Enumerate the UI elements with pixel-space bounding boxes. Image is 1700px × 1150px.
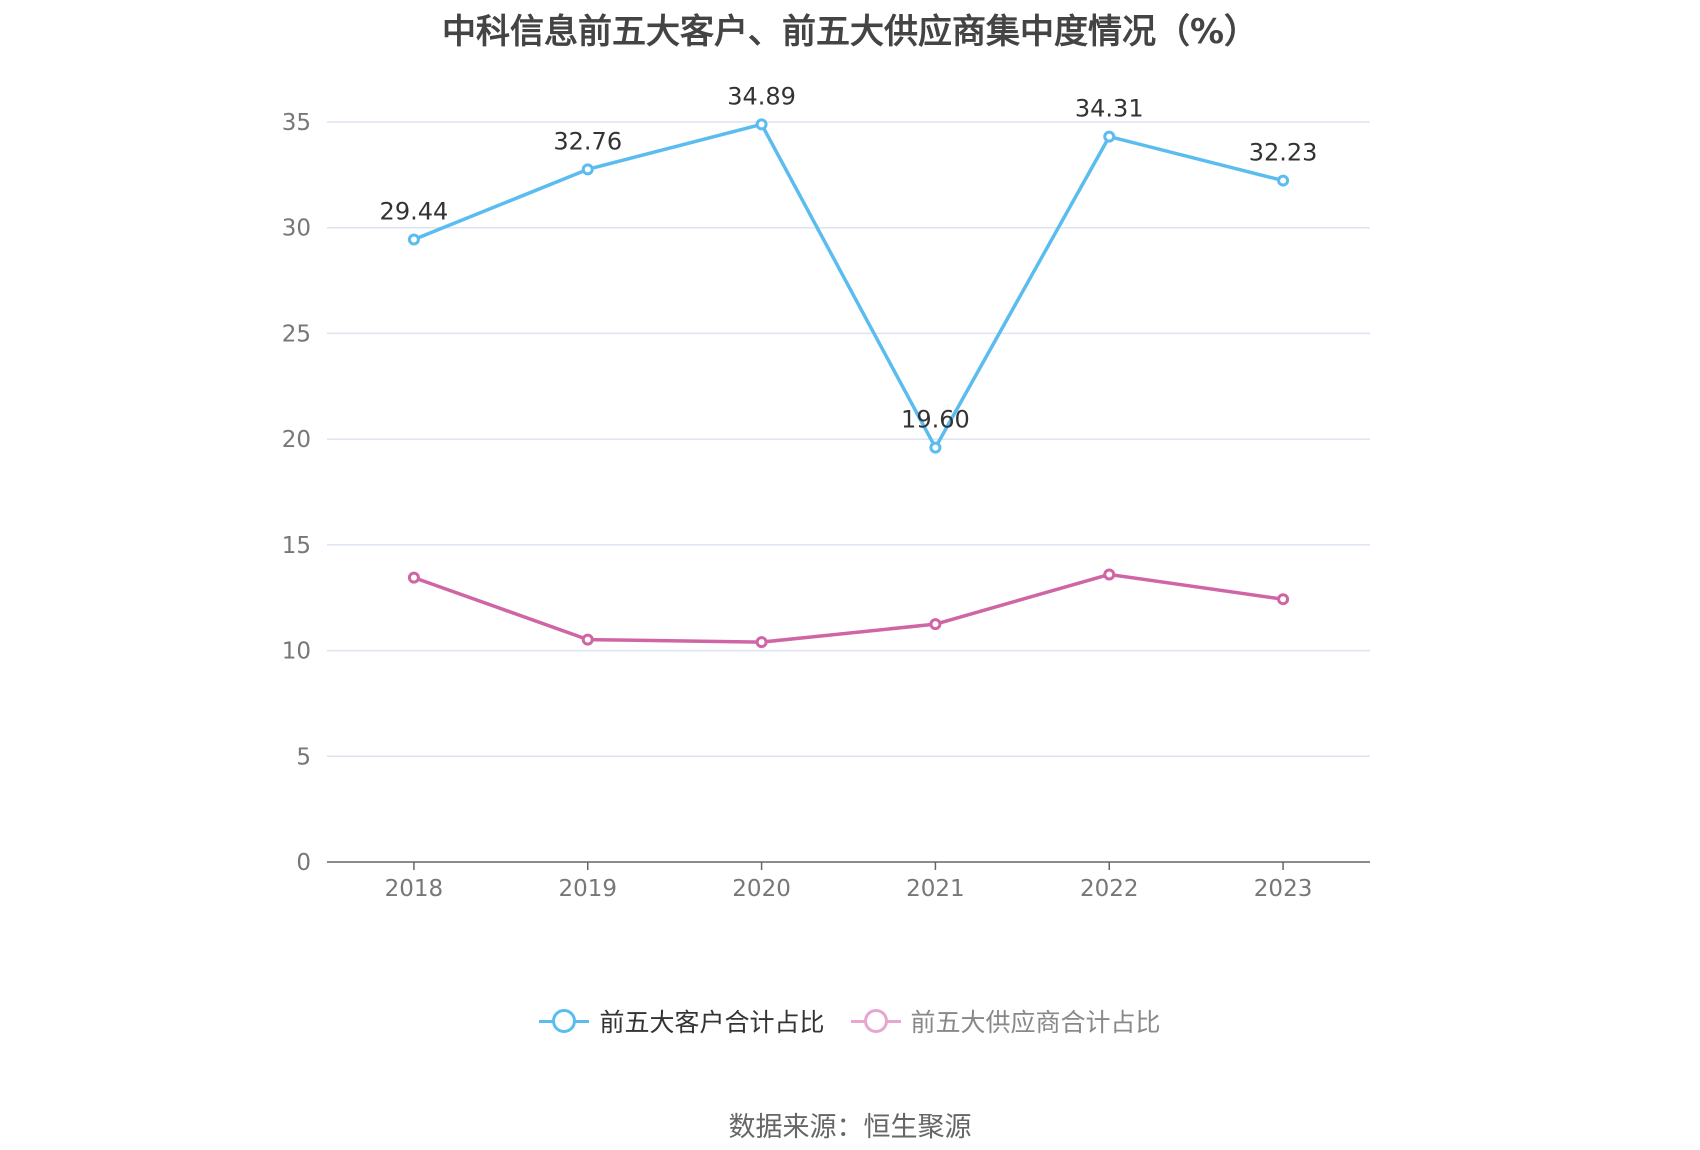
data-label: 19.60 [901,406,970,434]
legend-marker-customers-icon [539,1008,590,1034]
data-point-1 [1277,593,1290,606]
data-point-0 [755,118,768,131]
data-point-0 [581,163,594,176]
data-point-1 [755,636,768,649]
data-label: 34.31 [1075,95,1144,123]
series-line-0 [413,122,1284,450]
y-tick-label: 35 [282,110,311,136]
y-tick-label: 25 [282,321,311,347]
data-point-1 [929,618,942,631]
legend-item-customers[interactable]: 前五大客户合计占比 [539,1003,825,1039]
x-tick-label: 2022 [1080,876,1139,902]
x-tick-label: 2023 [1254,876,1313,902]
x-tick-label: 2018 [385,876,444,902]
data-point-0 [407,233,420,246]
data-point-1 [581,633,594,646]
legend-label-customers: 前五大客户合计占比 [599,1008,825,1037]
y-tick-label: 5 [296,744,311,770]
data-point-0 [1103,130,1116,143]
legend-marker-suppliers-icon [850,1008,901,1034]
data-label: 34.89 [727,82,796,110]
data-label: 32.76 [553,127,622,155]
y-tick-label: 20 [282,427,311,453]
data-label: 29.44 [380,198,449,226]
series-line-1 [413,572,1284,644]
x-tick-label: 2021 [906,876,965,902]
legend-item-suppliers[interactable]: 前五大供应商合计占比 [850,1003,1161,1039]
y-tick-label: 10 [282,639,311,665]
data-point-1 [407,571,420,584]
y-tick-label: 0 [296,850,311,876]
data-point-0 [929,441,942,454]
x-tick-label: 2020 [732,876,791,902]
data-point-0 [1277,174,1290,187]
data-label: 32.23 [1249,139,1318,167]
data-point-1 [1103,568,1116,581]
legend-label-suppliers: 前五大供应商合计占比 [910,1008,1161,1037]
legend: 前五大客户合计占比 前五大供应商合计占比 [0,1003,1700,1039]
y-tick-label: 30 [282,216,311,242]
data-source: 数据来源：恒生聚源 [728,1112,972,1143]
y-tick-label: 15 [282,533,311,559]
chart-title: 中科信息前五大客户、前五大供应商集中度情况（%） [441,12,1259,52]
x-tick-label: 2019 [558,876,617,902]
